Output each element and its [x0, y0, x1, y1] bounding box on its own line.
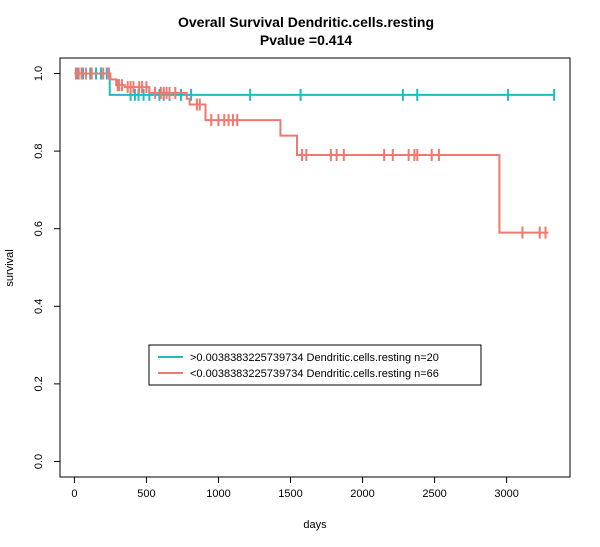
- x-tick-label: 3000: [494, 488, 518, 500]
- x-tick-label: 2500: [422, 488, 446, 500]
- x-tick-label: 0: [71, 488, 77, 500]
- series-1: [74, 67, 549, 239]
- y-tick-label: 0.4: [33, 299, 45, 314]
- x-tick-label: 2000: [350, 488, 374, 500]
- y-axis: 0.0 0.2 0.4 0.6 0.8 1.0: [33, 66, 61, 469]
- x-tick-label: 500: [137, 488, 155, 500]
- survival-curve-1: [74, 72, 549, 234]
- legend-label-low: <0.0038383225739734 Dendritic.cells.rest…: [190, 368, 439, 380]
- x-axis: 0 500 1000 1500 2000 2500 3000: [71, 476, 519, 500]
- y-tick-label: 0.0: [33, 454, 45, 469]
- x-axis-label: days: [303, 519, 327, 531]
- y-tick-label: 0.6: [33, 221, 45, 236]
- legend-label-high: >0.0038383225739734 Dendritic.cells.rest…: [190, 352, 439, 364]
- y-tick-label: 0.2: [33, 376, 45, 391]
- plot-frame: [59, 57, 571, 478]
- x-tick-label: 1000: [206, 488, 230, 500]
- legend: >0.0038383225739734 Dendritic.cells.rest…: [148, 344, 482, 386]
- y-tick-label: 0.8: [33, 143, 45, 158]
- y-tick-label: 1.0: [33, 66, 45, 81]
- chart-subtitle: Pvalue =0.414: [260, 32, 352, 48]
- y-axis-label: survival: [4, 249, 16, 286]
- x-tick-label: 1500: [278, 488, 302, 500]
- chart-title: Overall Survival Dendritic.cells.resting: [178, 14, 434, 30]
- legend-box: [148, 344, 482, 386]
- series-layer: [74, 67, 556, 239]
